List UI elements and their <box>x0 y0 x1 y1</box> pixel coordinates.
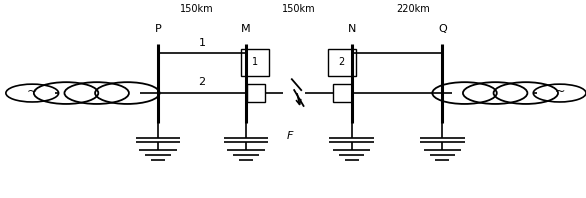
Text: ~: ~ <box>27 85 38 98</box>
Text: 2: 2 <box>339 57 345 67</box>
Text: P: P <box>155 24 162 34</box>
Text: 2: 2 <box>199 77 206 87</box>
Text: 220km: 220km <box>396 4 430 14</box>
Text: 1: 1 <box>252 57 258 67</box>
Text: Q: Q <box>438 24 447 34</box>
Bar <box>247 84 265 102</box>
Text: ~: ~ <box>554 85 565 98</box>
Text: 150km: 150km <box>179 4 213 14</box>
Bar <box>241 49 269 76</box>
Bar <box>328 49 356 76</box>
Text: N: N <box>347 24 356 34</box>
Bar <box>333 84 352 102</box>
Text: 1: 1 <box>199 37 206 48</box>
Text: $F$: $F$ <box>286 129 294 141</box>
Text: 150km: 150km <box>282 4 316 14</box>
Text: M: M <box>241 24 251 34</box>
